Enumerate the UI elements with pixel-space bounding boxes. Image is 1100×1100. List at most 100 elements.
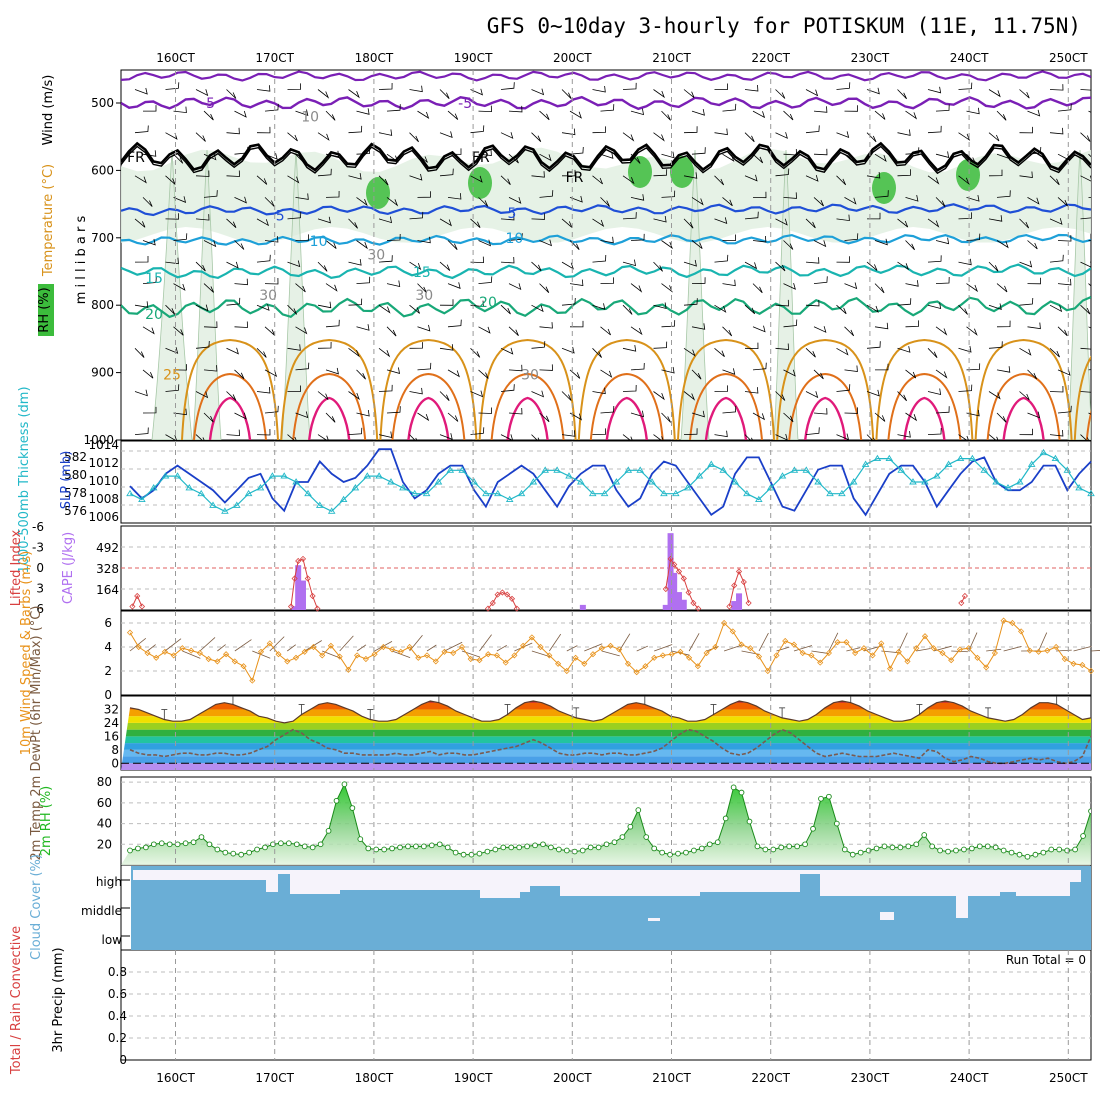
surface-wind-barb <box>968 632 978 652</box>
rh2m-marker <box>1008 849 1015 856</box>
upper-wind-barb <box>1080 175 1091 182</box>
x-tick-top: 220CT <box>751 51 790 65</box>
wind-speed-marker <box>1018 628 1025 635</box>
cape-bar <box>291 606 298 610</box>
surface-wind-barb <box>374 641 393 652</box>
ylabel-temperature: Temperature (°C) <box>41 164 56 277</box>
upper-wind-barb <box>165 213 179 220</box>
upper-wind-barb <box>1088 326 1091 329</box>
upper-wind-barb <box>622 345 637 352</box>
upper-wind-barb <box>478 276 493 284</box>
upper-wind-barb <box>539 190 554 198</box>
upper-wind-barb <box>1027 277 1041 285</box>
upper-wind-barb <box>653 341 668 349</box>
wind-speed-marker <box>319 652 326 659</box>
rh2m-marker <box>198 834 205 840</box>
wind-speed-marker <box>965 645 972 652</box>
upper-wind-barb <box>600 326 611 336</box>
upper-wind-barb <box>897 391 907 402</box>
upper-wind-barb <box>622 175 635 185</box>
surface-wind-barb <box>147 644 156 652</box>
upper-wind-barb <box>691 240 703 249</box>
upper-wind-barb <box>935 406 950 414</box>
upper-wind-barb <box>752 362 767 371</box>
upper-wind-barb <box>935 151 950 158</box>
rh2m-marker <box>619 834 626 840</box>
wind-speed-marker <box>598 645 605 652</box>
upper-wind-barb <box>295 362 310 371</box>
upper-wind-barb <box>752 110 766 119</box>
upper-wind-barb <box>874 190 889 198</box>
upper-wind-barb <box>836 214 850 222</box>
upper-air-plot <box>121 70 1091 440</box>
upper-wind-barb <box>348 298 363 306</box>
surface-wind-barb <box>182 650 201 659</box>
cloud-gap-high <box>1070 870 1081 882</box>
rh-blob-high <box>956 159 980 191</box>
wind-speed-marker <box>686 654 693 661</box>
li-line <box>131 594 143 607</box>
y-tick-rh: 80 <box>97 775 112 789</box>
rh-legend-swatch <box>38 284 54 336</box>
upper-wind-barb <box>569 146 584 155</box>
upper-wind-barb <box>874 110 886 120</box>
upper-wind-barb <box>691 369 702 380</box>
upper-wind-barb <box>234 278 248 286</box>
upper-wind-barb <box>1027 322 1041 330</box>
thickness-marker <box>161 472 170 479</box>
upper-wind-barb <box>1049 254 1064 263</box>
upper-wind-barb <box>988 132 1000 142</box>
rh2m-marker <box>1048 846 1055 853</box>
wind-speed-marker <box>520 642 527 649</box>
upper-wind-barb <box>1057 103 1072 112</box>
upper-wind-barb <box>295 234 309 241</box>
isotherm-20 <box>121 295 1091 319</box>
wind-speed-marker <box>773 652 780 659</box>
upper-wind-barb <box>264 277 279 285</box>
upper-wind-barb <box>866 212 881 220</box>
rh2m-marker <box>222 849 229 856</box>
upper-wind-barb <box>722 368 736 375</box>
rh2m-marker <box>603 841 610 848</box>
thickness-marker <box>126 489 134 497</box>
thickness-marker <box>1027 460 1036 467</box>
rh2m-marker <box>349 805 356 811</box>
rh2m-marker <box>730 784 737 791</box>
upper-wind-barb <box>805 257 820 264</box>
wind-speed-marker <box>441 648 448 655</box>
thickness-marker <box>197 489 205 497</box>
upper-wind-barb <box>600 236 614 244</box>
upper-wind-barb <box>1049 348 1060 358</box>
upper-wind-barb <box>622 212 637 220</box>
rh2m-marker <box>937 847 943 854</box>
upper-wind-barb <box>356 197 368 207</box>
rh2m-marker <box>492 846 499 853</box>
upper-wind-barb <box>691 109 705 116</box>
wind-speed-marker <box>555 660 562 667</box>
upper-wind-barb <box>569 279 584 286</box>
upper-wind-barb <box>1049 304 1063 313</box>
li-marker <box>299 555 307 562</box>
rh2m-marker <box>563 847 570 854</box>
li-marker <box>740 578 747 586</box>
upper-wind-barb <box>752 191 767 199</box>
isotherm-30-lobe <box>292 372 367 440</box>
upper-wind-barb <box>134 175 147 184</box>
cloud-gap-high <box>1016 870 1070 896</box>
rh-band-upper <box>121 147 1091 243</box>
upper-wind-barb <box>295 109 309 117</box>
y-tick-cape: 328 <box>96 562 119 576</box>
li-marker <box>129 603 136 610</box>
upper-wind-barb <box>287 175 300 184</box>
upper-wind-barb <box>744 174 758 182</box>
upper-wind-barb <box>569 412 583 421</box>
upper-wind-barb <box>1080 347 1091 350</box>
temp-band <box>121 749 1091 757</box>
upper-wind-barb <box>500 82 515 90</box>
rh2m-marker <box>810 825 816 832</box>
upper-wind-barb <box>264 326 276 336</box>
temp2m-plot <box>121 696 1091 770</box>
upper-wind-barb <box>226 261 239 269</box>
rh2m-marker <box>984 843 991 850</box>
upper-wind-barb <box>226 297 241 306</box>
